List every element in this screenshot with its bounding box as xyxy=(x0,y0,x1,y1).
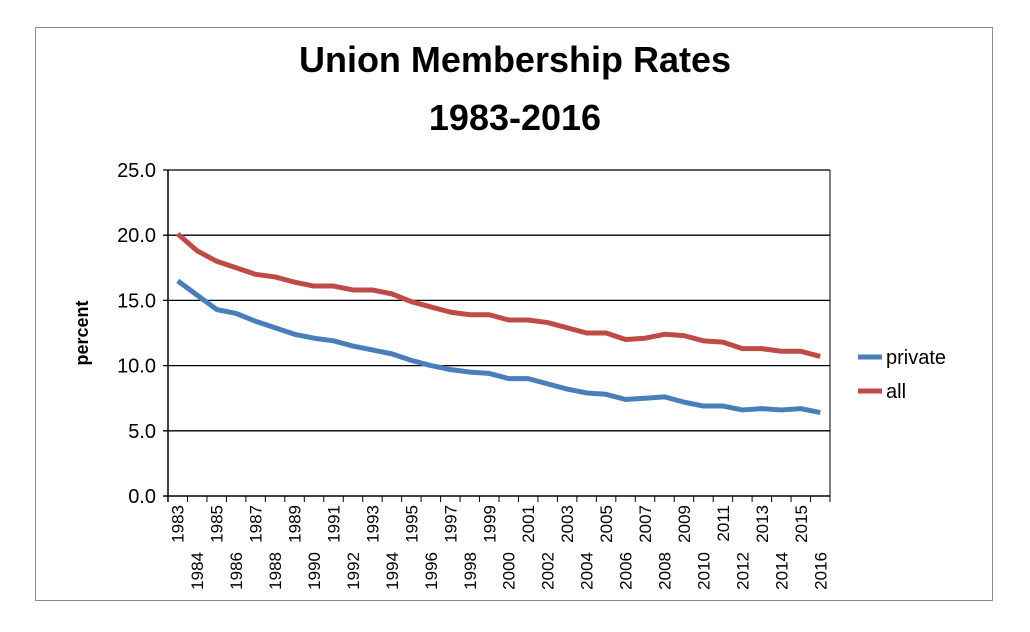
x-tick-label: 1984 xyxy=(188,552,207,590)
x-tick-label: 2009 xyxy=(675,505,694,543)
legend-label: private xyxy=(886,347,946,369)
series-line-all xyxy=(176,232,821,359)
chart-title-line: 1983-2016 xyxy=(429,97,601,138)
x-tick-label: 1988 xyxy=(266,552,285,590)
x-tick-label: 1990 xyxy=(305,552,324,590)
x-tick-label: 1987 xyxy=(247,505,266,543)
x-tick-label: 2008 xyxy=(656,552,675,590)
x-tick-label: 2012 xyxy=(733,552,752,590)
y-tick-label: 20.0 xyxy=(117,225,156,247)
x-tick-label: 2005 xyxy=(597,505,616,543)
x-tick-label: 1996 xyxy=(422,552,441,590)
y-tick-label: 10.0 xyxy=(117,356,156,378)
chart-title-line: Union Membership Rates xyxy=(299,39,731,80)
x-tick-label: 2001 xyxy=(519,505,538,543)
x-tick-label: 2007 xyxy=(636,505,655,543)
x-tick-label: 1997 xyxy=(441,505,460,543)
chart-frame xyxy=(35,27,993,601)
y-tick-label: 25.0 xyxy=(117,160,156,182)
y-tick-label: 5.0 xyxy=(128,421,156,443)
x-tick-label: 2003 xyxy=(558,505,577,543)
series-line-private xyxy=(176,278,821,415)
y-tick-label: 0.0 xyxy=(128,486,156,508)
x-tick-label: 2016 xyxy=(811,552,830,590)
x-tick-label: 1995 xyxy=(402,505,421,543)
y-tick-label: 15.0 xyxy=(117,290,156,312)
legend-label: all xyxy=(886,381,906,403)
x-tick-label: 2002 xyxy=(539,552,558,590)
x-tick-label: 2006 xyxy=(617,552,636,590)
x-tick-label: 1994 xyxy=(383,552,402,590)
x-tick-label: 2004 xyxy=(578,552,597,590)
x-tick-label: 2014 xyxy=(772,552,791,590)
x-tick-label: 1991 xyxy=(325,505,344,543)
x-tick-label: 2000 xyxy=(500,552,519,590)
x-tick-label: 1993 xyxy=(363,505,382,543)
x-tick-label: 1998 xyxy=(461,552,480,590)
x-tick-label: 2011 xyxy=(714,505,733,542)
x-tick-label: 1985 xyxy=(208,505,227,543)
x-tick-label: 1989 xyxy=(286,505,305,543)
x-tick-label: 1999 xyxy=(480,505,499,543)
x-tick-label: 2015 xyxy=(792,505,811,543)
x-tick-label: 2010 xyxy=(694,552,713,590)
x-tick-label: 2013 xyxy=(753,505,772,543)
x-tick-label: 1992 xyxy=(344,552,363,590)
x-tick-label: 1983 xyxy=(169,505,188,543)
x-tick-label: 1986 xyxy=(227,552,246,590)
y-axis-label: percent xyxy=(72,300,92,365)
